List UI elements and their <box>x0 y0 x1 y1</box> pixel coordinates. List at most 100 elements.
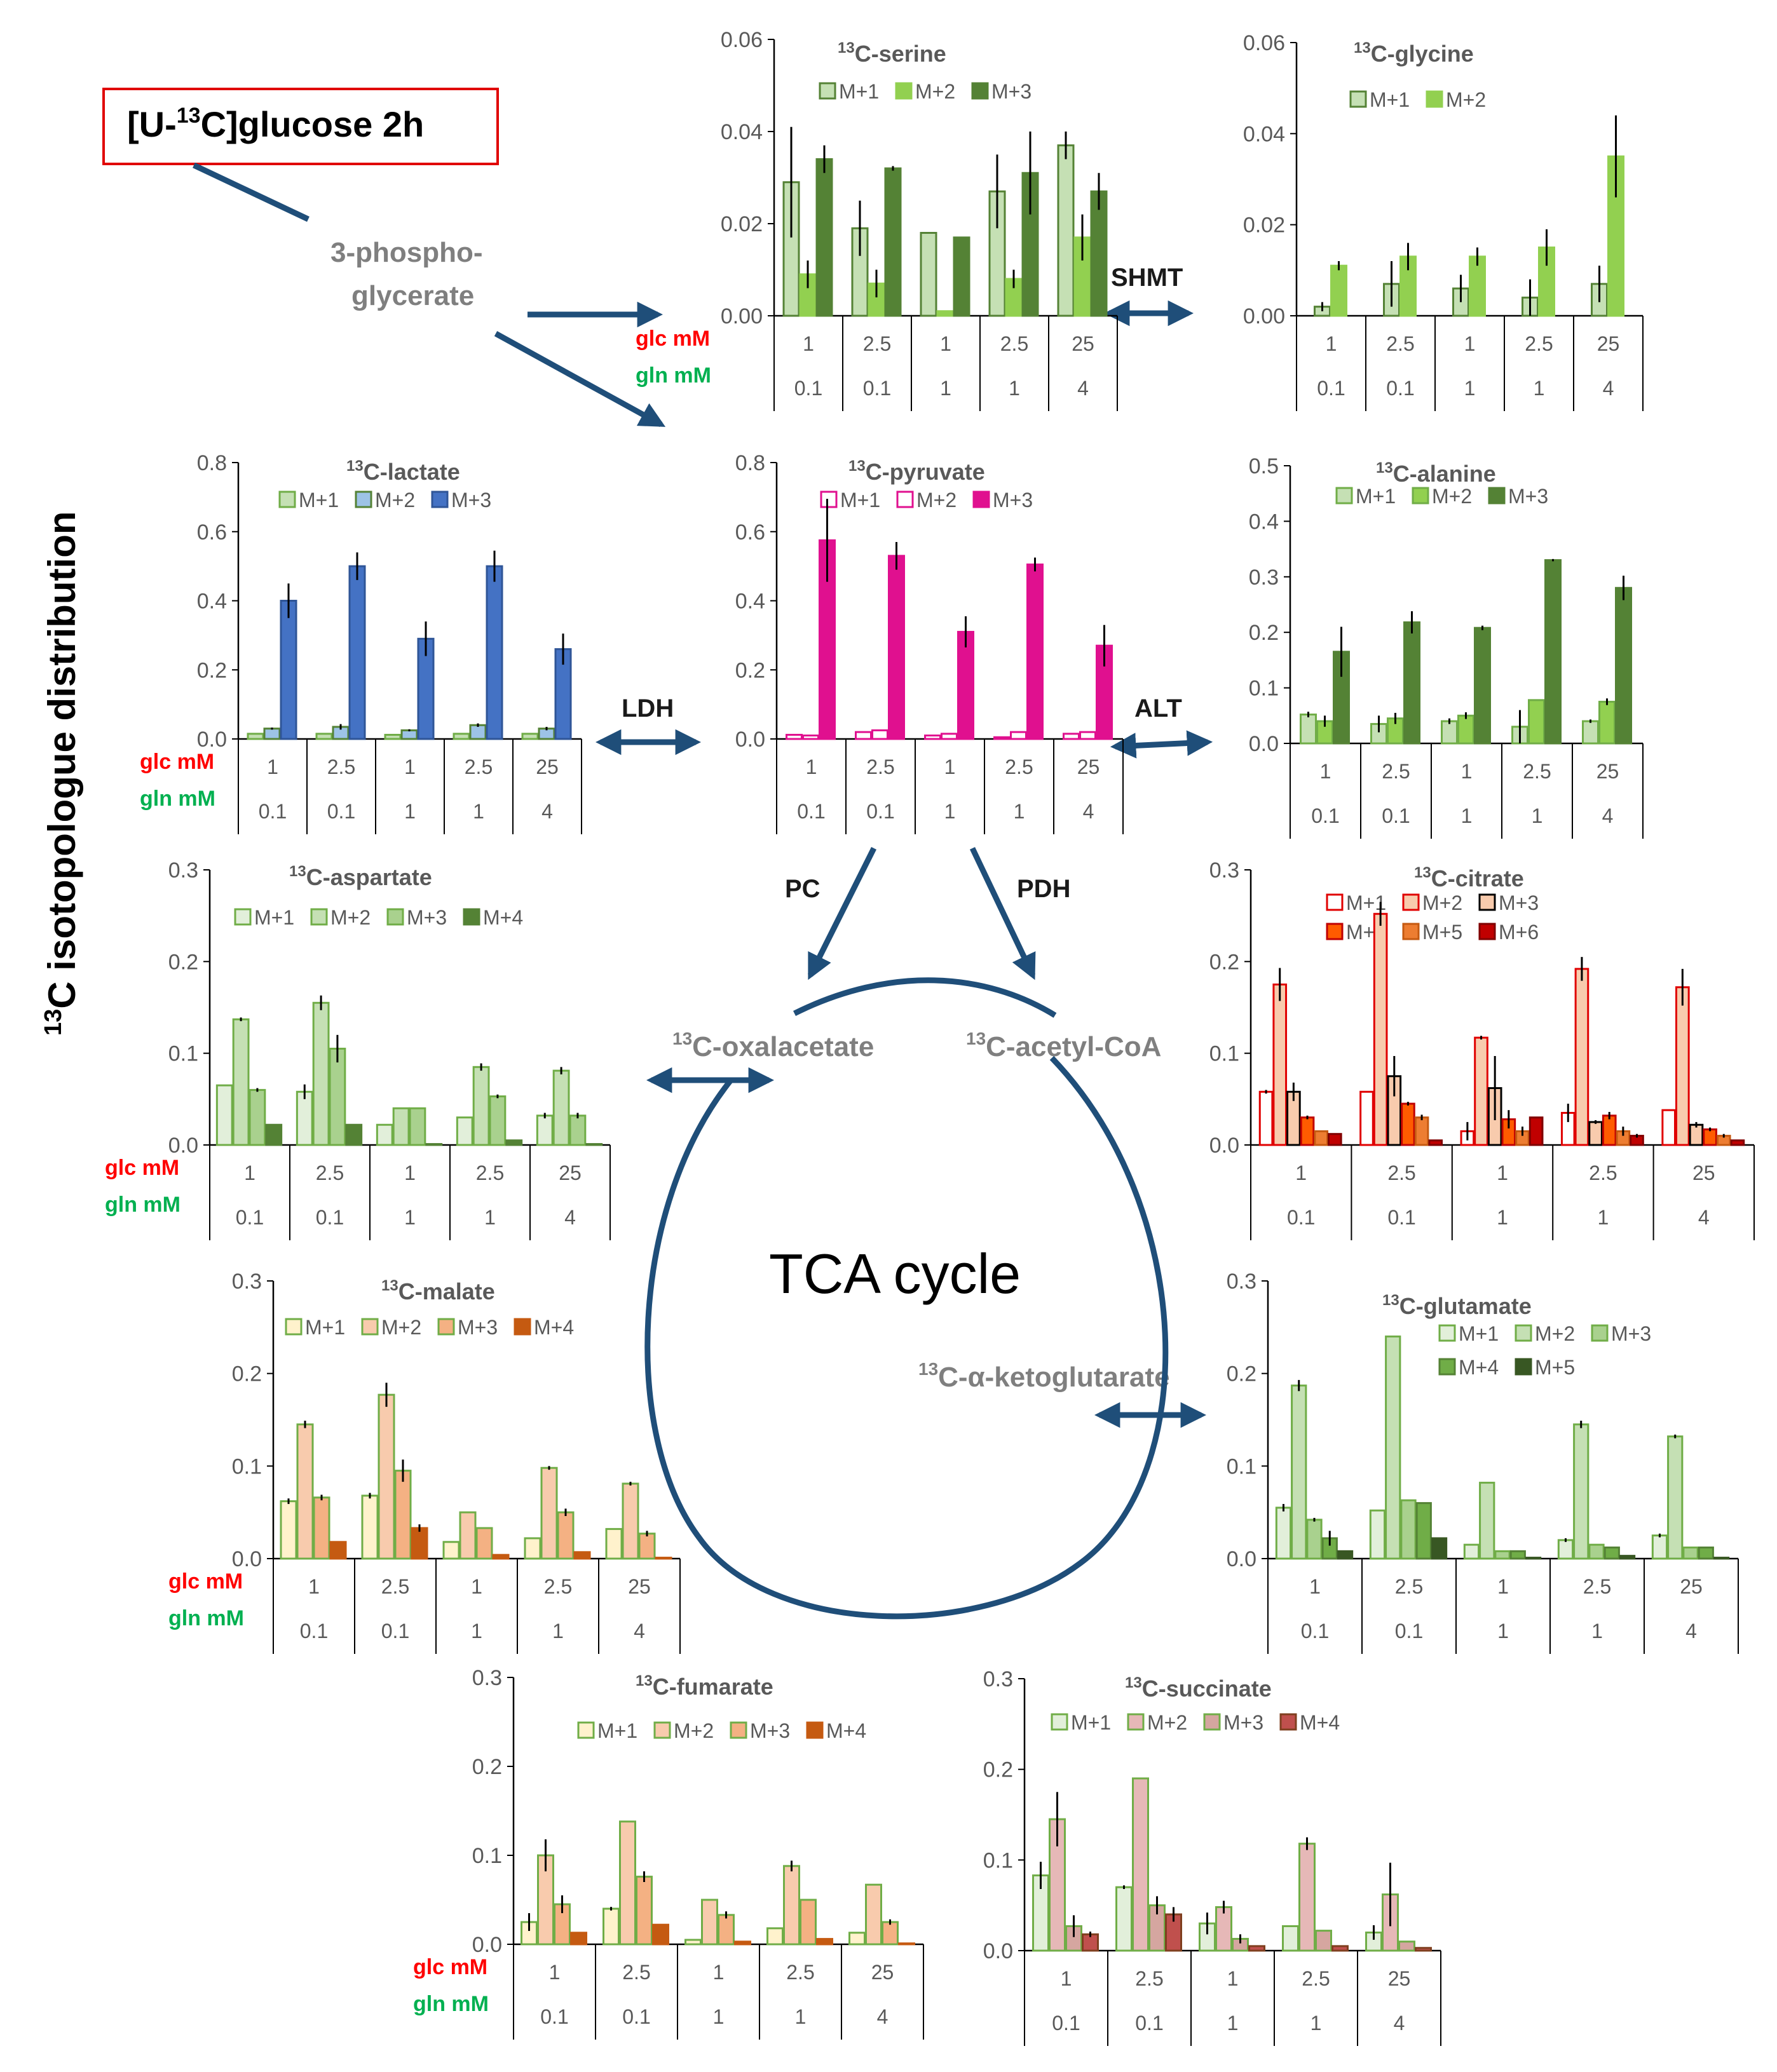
category-gln-label: 0.1 <box>1382 804 1410 827</box>
bar-mplus1 <box>442 1541 460 1560</box>
bar-mplus3 <box>1588 1121 1603 1146</box>
category-gln-label: 0.1 <box>1287 1206 1315 1229</box>
category-gln-label: 0.1 <box>622 2005 650 2028</box>
y-tick-label: 0.0 <box>1209 1134 1239 1158</box>
category-gln-label: 1 <box>404 800 416 823</box>
legend-swatch <box>1591 1324 1609 1342</box>
category-gln-label: 0.1 <box>540 2005 568 2028</box>
bar-mplus3 <box>1026 563 1044 740</box>
bar-mplus2 <box>1272 983 1288 1146</box>
bar-mplus1 <box>920 232 937 317</box>
legend-label: M+2 <box>915 80 955 103</box>
category-glc-label: 2.5 <box>1386 332 1414 355</box>
bar-mplus2 <box>1330 264 1347 317</box>
bar-mplus2 <box>296 1423 314 1560</box>
y-tick-label: 0.04 <box>721 120 763 144</box>
pathway-arrows <box>193 162 1213 1428</box>
bar-mplus4 <box>1331 1945 1349 1952</box>
chart-serine: 0.00 0.02 0.04 0.06 13C-serine M+1 M+2 M+3 1 0.1 2… <box>636 28 1118 411</box>
category-glc-label: 1 <box>713 1961 725 1984</box>
enzyme-ldh: LDH <box>622 694 674 722</box>
legend-label: M+1 <box>1370 88 1410 111</box>
chart-glutamate: 0.0 0.1 0.2 0.3 13C-glutamate M+1 M+2 M+3 M+4 M+5… <box>1227 1270 1739 1654</box>
y-tick-label: 0.1 <box>168 1042 198 1066</box>
y-tick-label: 0.1 <box>1209 1042 1239 1066</box>
bar-mplus2 <box>552 1069 570 1146</box>
category-gln-label: 0.1 <box>300 1620 328 1642</box>
legend-label: M+3 <box>1223 1711 1263 1734</box>
category-glc-label: 2.5 <box>316 1161 344 1184</box>
row-label-gln: gln mM <box>105 1193 180 1217</box>
enzyme-pdh: PDH <box>1017 875 1070 903</box>
metabolite-acetyl-coa: 13C-acetyl-CoA <box>966 1029 1161 1062</box>
legend-swatch <box>1127 1713 1145 1731</box>
category-gln-label: 1 <box>1009 377 1020 400</box>
bar-mplus1 <box>247 733 264 740</box>
bar-mplus2 <box>400 729 418 740</box>
y-tick-label: 0.2 <box>1249 621 1279 645</box>
y-tick-label: 0.2 <box>168 950 198 974</box>
legend-label: M+5 <box>1422 921 1462 944</box>
y-tick-label: 0.0 <box>1227 1547 1256 1571</box>
bar-mplus3 <box>1315 1930 1332 1952</box>
category-glc-label: 1 <box>1497 1575 1509 1598</box>
category-glc-label: 2.5 <box>1382 760 1410 783</box>
bar-mplus5 <box>1525 1557 1542 1560</box>
category-glc-label: 2.5 <box>1387 1161 1415 1184</box>
category-glc-label: 2.5 <box>476 1161 504 1184</box>
bar-mplus3 <box>1403 621 1420 745</box>
legend-label: M+1 <box>840 489 880 511</box>
bar-mplus1 <box>1057 144 1075 317</box>
bar-mplus3 <box>1682 1547 1699 1560</box>
bar-mplus4 <box>345 1123 363 1146</box>
y-tick-label: 0.4 <box>197 590 227 614</box>
category-gln-label: 1 <box>944 800 956 823</box>
bar-mplus2 <box>378 1393 395 1560</box>
bar-mplus2 <box>1215 1906 1232 1952</box>
category-gln-label: 4 <box>564 1206 576 1229</box>
bar-mplus1 <box>524 1537 541 1560</box>
y-tick-label: 0.8 <box>197 451 227 475</box>
bar-mplus4 <box>1698 1547 1714 1560</box>
chart-title: 13C-alanine <box>1376 459 1496 487</box>
chart-lactate: 0.0 0.2 0.4 0.6 0.8 13C-lactate M+1 M+2 M+3 1 0.1 2… <box>140 451 582 834</box>
tca-cycle-label: TCA cycle <box>769 1242 1021 1305</box>
y-tick-label: 0.3 <box>1227 1270 1256 1294</box>
bar-mplus3 <box>1689 1123 1704 1146</box>
legend-swatch <box>1402 893 1420 911</box>
legend-swatch <box>1478 923 1496 940</box>
tracer-box: [U-13C]glucose 2h <box>102 88 499 165</box>
bar-mplus2 <box>1574 968 1590 1146</box>
y-tick-label: 0.0 <box>983 1939 1013 1963</box>
y-tick-label: 0.3 <box>983 1667 1013 1691</box>
legend-swatch <box>361 1318 379 1336</box>
chart-title: 13C-glycine <box>1354 39 1474 67</box>
legend-swatch <box>1326 923 1344 940</box>
bar-mplus2 <box>1667 1435 1684 1560</box>
category-gln-label: 1 <box>1532 804 1543 827</box>
bar-mplus1 <box>1582 720 1599 745</box>
bar-mplus2 <box>1010 731 1027 740</box>
bar-mplus4 <box>585 1143 603 1146</box>
bar-mplus3 <box>394 1470 412 1560</box>
bar-mplus1 <box>1115 1886 1133 1952</box>
bar-mplus3 <box>718 1914 735 1946</box>
category-glc-label: 25 <box>559 1161 582 1184</box>
y-tick-label: 0.00 <box>721 304 763 328</box>
chart-title: 13C-fumarate <box>636 1672 773 1700</box>
legend-swatch <box>437 1318 455 1336</box>
bar-mplus1 <box>1557 1539 1574 1560</box>
category-gln-label: 1 <box>713 2005 725 2028</box>
svg-text:[U-13C]glucose 2h: [U-13C]glucose 2h <box>127 104 424 144</box>
bar-mplus4 <box>1300 1116 1315 1146</box>
bar-mplus5 <box>1314 1130 1328 1146</box>
bar-mplus4 <box>1509 1550 1526 1560</box>
category-glc-label: 1 <box>471 1575 482 1598</box>
bar-mplus5 <box>1713 1557 1730 1560</box>
bar-mplus1 <box>384 733 402 740</box>
category-gln-label: 0.1 <box>236 1206 264 1229</box>
bar-mplus3 <box>1398 1940 1415 1952</box>
category-glc-label: 2.5 <box>622 1961 650 1984</box>
y-tick-label: 0.3 <box>1209 858 1239 883</box>
